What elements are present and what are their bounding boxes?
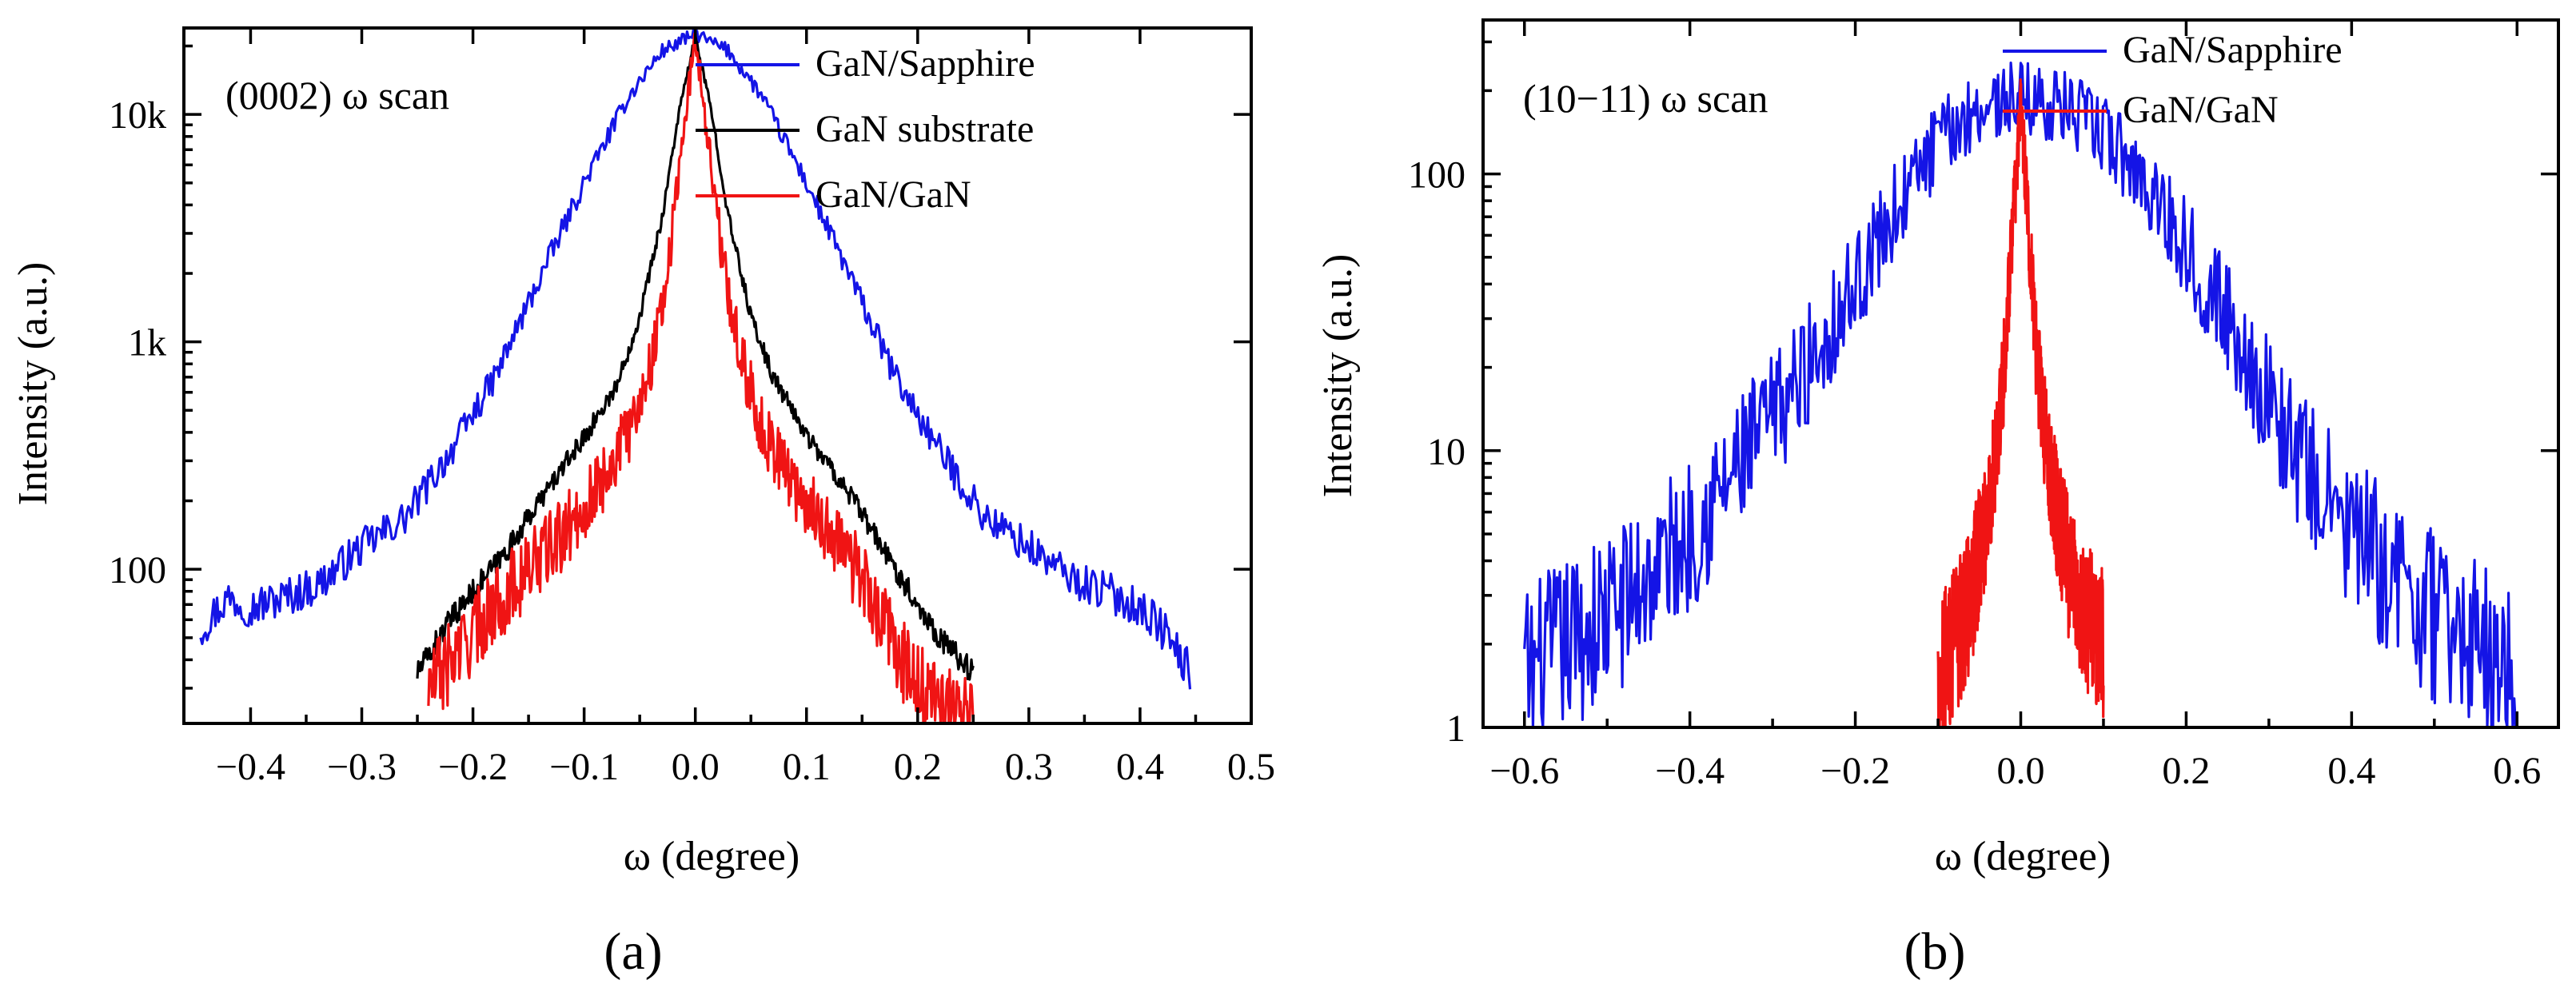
x-tick-label: 0.4 — [2327, 750, 2375, 792]
x-tick-label: 0.1 — [783, 746, 831, 788]
x-tick-label: −0.1 — [549, 746, 619, 788]
x-ticks-a: −0.4 −0.3 −0.2 −0.1 0.0 0.1 0.2 0.3 0.4 0.5 — [216, 28, 1275, 788]
panel-label-b: (b) — [1904, 922, 1966, 981]
y-tick-label: 10k — [109, 94, 166, 137]
x-tick-label: 0.2 — [2162, 750, 2210, 792]
y-axis-label-b: Intensity (a.u.) — [1315, 254, 1361, 498]
annotation-b: (10−11) ω scan — [1523, 76, 1768, 121]
series-line-gan-gan — [1936, 78, 2105, 728]
x-tick-label: 0.2 — [894, 746, 942, 788]
panel-label-a: (a) — [604, 922, 662, 981]
y-tick-label: 1 — [1446, 707, 1465, 750]
series-layer-b — [1523, 62, 2518, 728]
series-line-gan-sapphire — [199, 27, 1192, 690]
legend-label: GaN/Sapphire — [2123, 29, 2343, 71]
y-ticks-b: 1 10 100 — [1408, 40, 2558, 750]
x-tick-label: −0.4 — [216, 746, 285, 788]
legend-label: GaN substrate — [815, 108, 1034, 150]
x-axis-label-a: ω (degree) — [624, 834, 800, 879]
x-ticks-b: −0.6 −0.4 −0.2 0.0 0.2 0.4 0.6 — [1489, 20, 2541, 792]
legend-label: GaN/GaN — [815, 173, 971, 216]
chart-panel-a: −0.4 −0.3 −0.2 −0.1 0.0 0.1 0.2 0.3 0.4 0.5 100 1k… — [10, 26, 1275, 981]
series-line-gan-gan — [427, 32, 975, 724]
x-tick-label: 0.0 — [1997, 750, 2045, 792]
y-tick-label: 10 — [1427, 431, 1465, 473]
x-tick-label: 0.5 — [1227, 746, 1275, 788]
legend-label: GaN/GaN — [2123, 89, 2279, 131]
y-axis-label-a: Intensity (a.u.) — [10, 262, 56, 506]
x-axis-label-b: ω (degree) — [1935, 834, 2111, 879]
plot-frame-a — [182, 26, 1253, 725]
series-line-gan-sapphire — [1523, 62, 2518, 728]
x-tick-label: −0.3 — [327, 746, 397, 788]
y-tick-label: 100 — [109, 549, 166, 592]
x-tick-label: 0.4 — [1116, 746, 1164, 788]
x-tick-label: −0.4 — [1655, 750, 1725, 792]
x-tick-label: −0.2 — [1820, 750, 1890, 792]
x-tick-label: 0.3 — [1005, 746, 1053, 788]
x-tick-label: 0.0 — [672, 746, 720, 788]
legend-label: GaN/Sapphire — [815, 42, 1035, 85]
x-tick-label: 0.6 — [2493, 750, 2541, 792]
annotation-a: (0002) ω scan — [225, 73, 449, 118]
legend-a: GaN/Sapphire GaN substrate GaN/GaN — [696, 42, 1035, 216]
x-tick-label: −0.2 — [438, 746, 508, 788]
y-ticks-a: 100 1k 10k — [109, 44, 1251, 690]
y-tick-label: 100 — [1408, 154, 1465, 197]
legend-b: GaN/Sapphire GaN/GaN — [2003, 29, 2343, 131]
chart-panel-b: −0.6 −0.4 −0.2 0.0 0.2 0.4 0.6 1 10 100 (10−11) … — [1315, 18, 2560, 981]
series-layer-a — [199, 27, 1192, 724]
x-tick-label: −0.6 — [1489, 750, 1559, 792]
y-tick-label: 1k — [128, 322, 166, 365]
